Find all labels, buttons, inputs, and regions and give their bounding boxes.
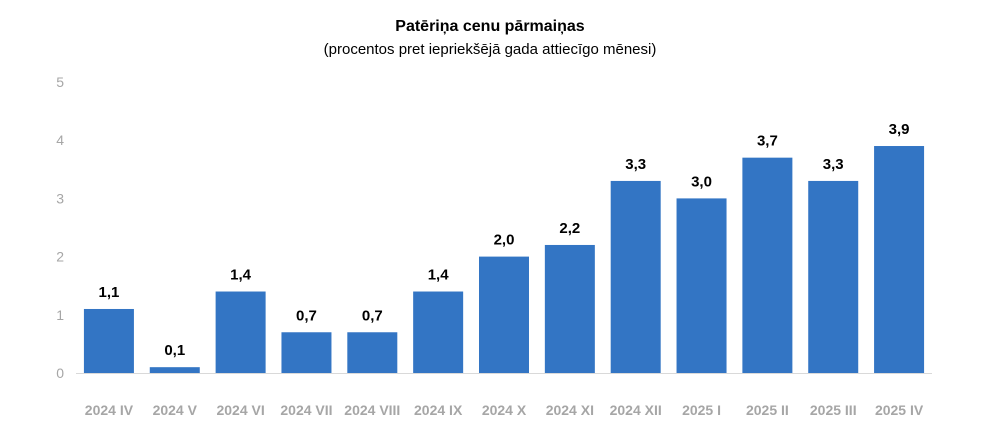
y-axis: 0 1 2 3 4 5: [56, 74, 64, 381]
x-tick-label: 2024 IX: [414, 402, 463, 418]
chart-subtitle: (procentos pret iepriekšējā gada attiecī…: [324, 41, 657, 58]
data-label: 0,7: [362, 307, 383, 324]
x-tick-label: 2024 VI: [216, 402, 264, 418]
x-tick-label: 2025 I: [682, 402, 721, 418]
bar: [215, 291, 266, 373]
data-label: 3,7: [757, 133, 778, 150]
x-tick-label: 2024 XI: [546, 402, 594, 418]
x-tick-label: 2024 X: [482, 402, 527, 418]
data-label: 1,4: [230, 267, 252, 284]
x-tick-label: 2024 VII: [280, 402, 332, 418]
bar: [676, 198, 727, 373]
x-axis: 2024 IV 2024 V 2024 VI 2024 VII 2024 VIII 202…: [76, 373, 932, 418]
bar: [83, 308, 134, 373]
data-label: 1,1: [98, 284, 119, 301]
y-tick-label: 3: [56, 190, 64, 206]
bar: [281, 332, 332, 373]
bar: [874, 146, 925, 373]
data-label: 2,2: [559, 220, 580, 237]
y-tick-label: 2: [56, 249, 64, 265]
y-tick-label: 1: [56, 307, 64, 323]
y-tick-label: 4: [56, 132, 64, 148]
x-tick-label: 2024 XII: [610, 402, 662, 418]
y-tick-label: 0: [56, 365, 64, 381]
bars-group: [83, 146, 925, 373]
x-tick-label: 2024 V: [153, 402, 198, 418]
data-labels-group: 1,1 0,1 1,4 0,7 0,7 1,4 2,0 2,2 3,3 3,0 3,7 3,3 3,9: [98, 121, 909, 359]
x-tick-label: 2024 IV: [85, 402, 134, 418]
bar: [413, 291, 464, 373]
bar: [544, 244, 595, 373]
y-tick-label: 5: [56, 74, 64, 90]
x-tick-label: 2025 IV: [875, 402, 924, 418]
data-label: 3,0: [691, 173, 712, 190]
bar: [808, 180, 859, 373]
x-tick-label: 2025 III: [810, 402, 857, 418]
data-label: 3,3: [823, 156, 844, 173]
bar: [610, 180, 661, 373]
data-label: 3,3: [625, 156, 646, 173]
x-tick-label: 2025 II: [746, 402, 789, 418]
x-tick-label: 2024 VIII: [344, 402, 400, 418]
bar: [149, 367, 200, 373]
bar: [347, 332, 398, 373]
bar: [479, 256, 529, 373]
chart-title: Patēriņa cenu pārmaiņas: [395, 18, 585, 35]
data-label: 0,7: [296, 307, 317, 324]
data-label: 1,4: [428, 267, 450, 284]
bar: [742, 157, 793, 373]
data-label: 2,0: [494, 232, 515, 249]
data-label: 0,1: [164, 342, 185, 359]
data-label: 3,9: [889, 121, 910, 138]
